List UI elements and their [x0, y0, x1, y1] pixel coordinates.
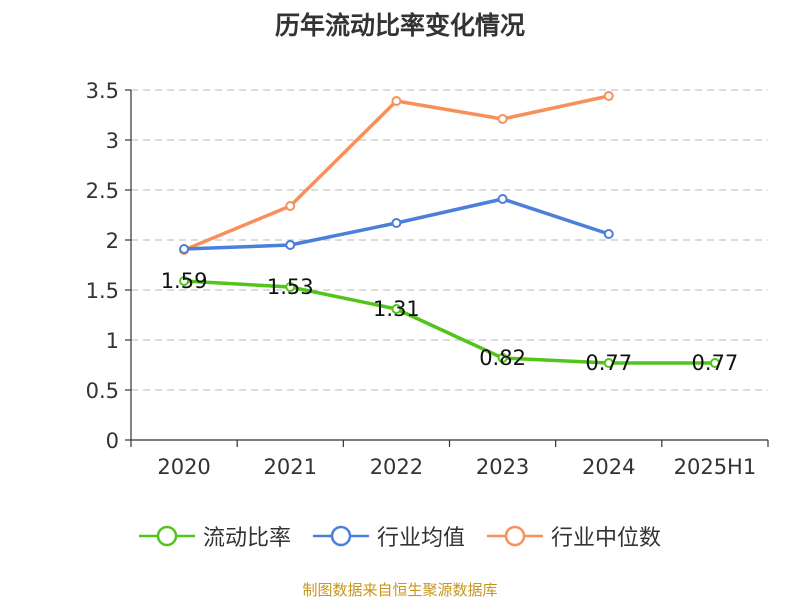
y-tick-label: 2: [106, 229, 119, 253]
chart-title: 历年流动比率变化情况: [274, 11, 525, 40]
data-point: [285, 201, 296, 211]
data-point: [285, 282, 296, 292]
chart-legend: 流动比率 行业均值 行业中位数: [0, 520, 800, 552]
data-label: 1.53: [267, 275, 314, 299]
data-point: [497, 353, 508, 363]
data-label: 0.77: [692, 351, 739, 375]
y-tick-label: 0.5: [86, 379, 119, 403]
data-label: 0.82: [479, 346, 526, 370]
data-label: 1.59: [161, 269, 208, 293]
x-tick-label: 2022: [370, 455, 423, 479]
x-tick-label: 2021: [264, 455, 317, 479]
data-point: [391, 218, 402, 228]
data-point: [285, 240, 296, 250]
data-point: [603, 229, 614, 239]
line-chart: 0 0.5 1 1.5 2 2.5 3 3.5 2020 2021 2022 2023 2024 2025…: [86, 79, 769, 479]
y-tick-label: 2.5: [86, 179, 119, 203]
data-source-note: 制图数据来自恒生聚源数据库: [302, 581, 498, 599]
legend-item[interactable]: 流动比率: [138, 520, 291, 552]
data-point: [391, 304, 402, 314]
series-line: [184, 279, 715, 365]
data-point: [391, 96, 402, 106]
legend-label: 流动比率: [202, 526, 291, 551]
data-label: 0.77: [585, 351, 632, 375]
y-tick-label: 3: [106, 129, 119, 153]
y-tick-label: 1: [106, 329, 119, 353]
data-point: [179, 244, 190, 254]
legend-label: 行业均值: [376, 526, 465, 551]
legend-label: 行业中位数: [551, 526, 662, 551]
legend-line-marker-icon: [138, 525, 195, 547]
data-point: [497, 114, 508, 124]
data-point: [497, 194, 508, 204]
legend-item[interactable]: 行业中位数: [487, 520, 661, 552]
data-point: [179, 276, 190, 286]
data-label: 1.31: [373, 297, 420, 321]
data-point: [709, 358, 720, 368]
y-tick-label: 3.5: [86, 79, 119, 103]
legend-line-marker-icon: [312, 525, 369, 547]
data-point: [603, 91, 614, 101]
y-tick-label: 0: [106, 429, 119, 453]
legend-line-marker-icon: [487, 525, 543, 547]
x-tick-label: 2024: [582, 455, 635, 479]
y-tick-label: 1.5: [86, 279, 119, 303]
legend-item[interactable]: 行业均值: [312, 520, 465, 552]
x-tick-label: 2020: [157, 455, 210, 479]
x-tick-label: 2025H1: [674, 455, 757, 479]
data-point: [603, 358, 614, 368]
x-tick-label: 2023: [476, 455, 529, 479]
